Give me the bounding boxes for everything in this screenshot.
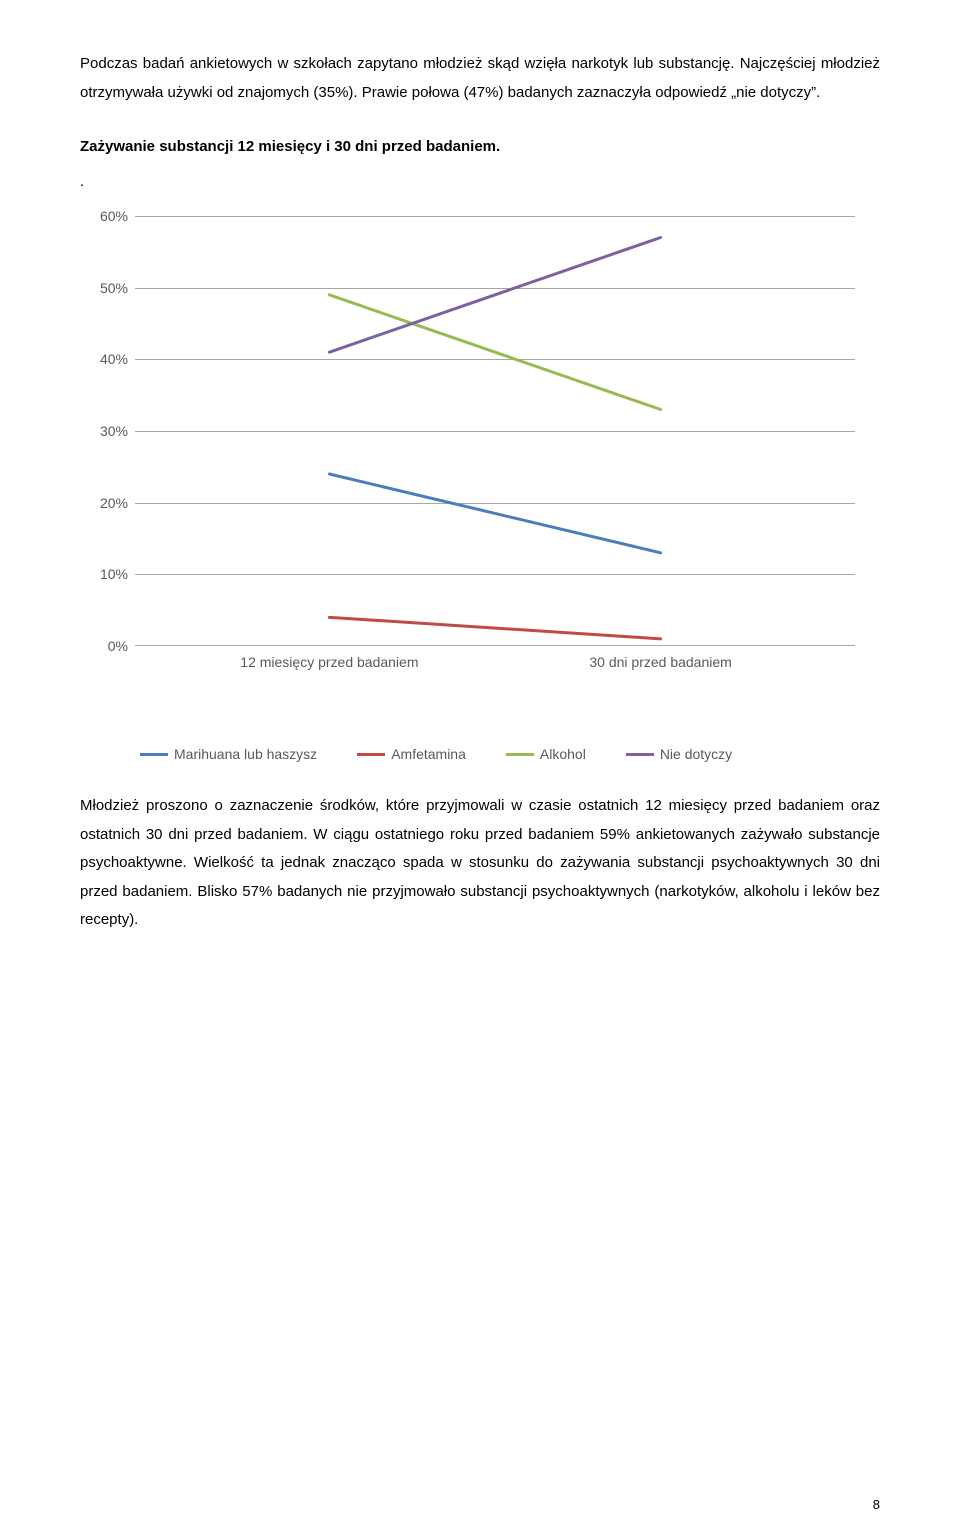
body-paragraph: Młodzież proszono o zaznaczenie środków,… (80, 792, 880, 935)
legend-label: Alkohol (540, 746, 586, 762)
y-axis-tick: 50% (80, 280, 128, 296)
x-axis-tick: 12 miesięcy przed badaniem (240, 654, 418, 670)
series-line (329, 295, 660, 410)
legend-item: Alkohol (506, 746, 586, 762)
substance-use-chart: 0%10%20%30%40%50%60%12 miesięcy przed ba… (80, 216, 880, 762)
y-axis-tick: 40% (80, 351, 128, 367)
legend-label: Amfetamina (391, 746, 466, 762)
y-axis-tick: 20% (80, 495, 128, 511)
y-axis-tick: 60% (80, 208, 128, 224)
legend-label: Nie dotyczy (660, 746, 732, 762)
legend-swatch (357, 753, 385, 756)
x-axis-tick: 30 dni przed badaniem (589, 654, 731, 670)
legend-swatch (506, 753, 534, 756)
section-heading: Zażywanie substancji 12 miesięcy i 30 dn… (80, 133, 880, 162)
chart-lines (135, 216, 855, 646)
legend-item: Amfetamina (357, 746, 466, 762)
legend-item: Marihuana lub haszysz (140, 746, 317, 762)
y-axis-tick: 10% (80, 566, 128, 582)
series-line (329, 238, 660, 353)
legend-swatch (140, 753, 168, 756)
y-axis-tick: 0% (80, 638, 128, 654)
legend-item: Nie dotyczy (626, 746, 732, 762)
intro-paragraph: Podczas badań ankietowych w szkołach zap… (80, 50, 880, 107)
legend-swatch (626, 753, 654, 756)
legend-label: Marihuana lub haszysz (174, 746, 317, 762)
chart-legend: Marihuana lub haszysz Amfetamina Alkohol Ni… (140, 746, 880, 762)
stray-dot: . (80, 168, 880, 197)
chart-plot-area (135, 216, 855, 646)
page-number: 8 (873, 1497, 880, 1512)
y-axis-tick: 30% (80, 423, 128, 439)
series-line (329, 617, 660, 639)
series-line (329, 474, 660, 553)
